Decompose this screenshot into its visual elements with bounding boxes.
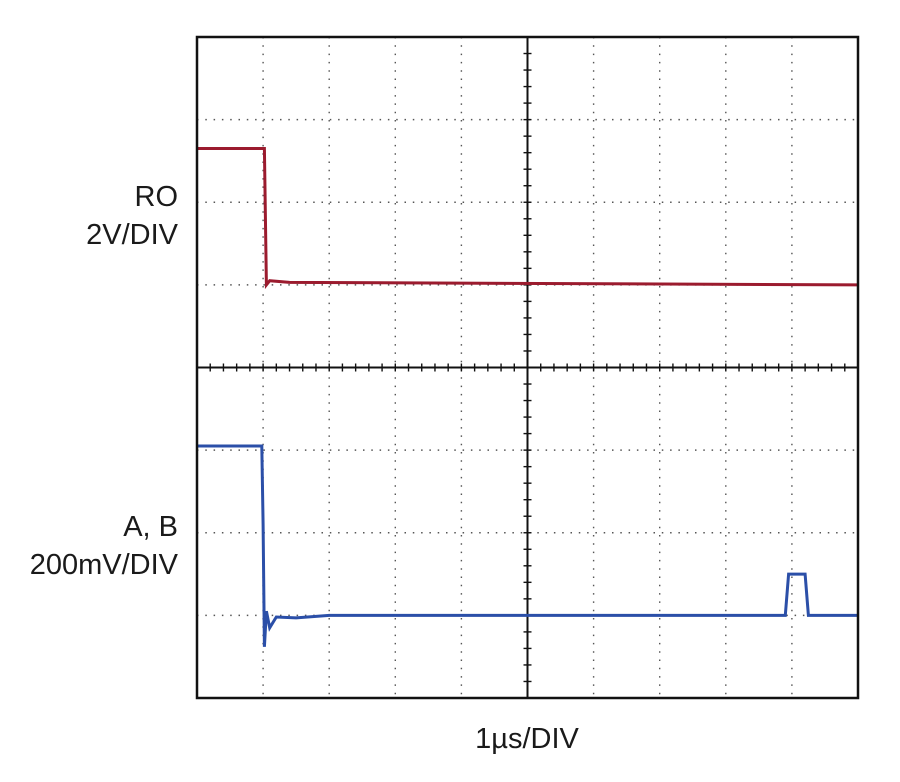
ab-scale-label: 200mV/DIV (30, 549, 179, 581)
traces (197, 147, 859, 647)
ro-label: RO (135, 181, 179, 213)
center-axes (197, 37, 858, 698)
time-scale-label: 1µs/DIV (475, 723, 579, 755)
ab-trace (197, 444, 858, 647)
ro-trace (197, 147, 859, 290)
plot-frame (195, 35, 860, 700)
ab-label: A, B (123, 511, 178, 543)
ro-scale-label: 2V/DIV (86, 219, 179, 251)
